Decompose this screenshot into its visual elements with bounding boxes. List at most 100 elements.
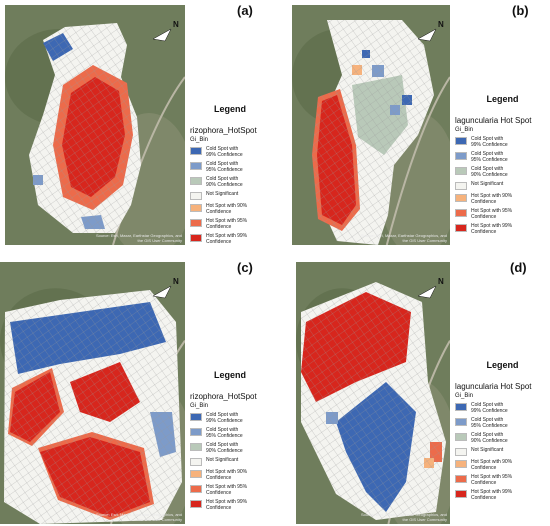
legend-swatch [455,152,467,160]
legend-item: Cold Spot with 95% Confidence [190,427,270,439]
legend-swatch [190,147,202,155]
legend-label: Hot Spot with 90% Confidence [206,469,248,481]
legend-label: Hot Spot with 99% Confidence [206,233,248,245]
north-arrow [417,285,437,299]
legend-item: Cold Spot with 95% Confidence [455,417,550,429]
legend-swatch [455,448,467,456]
legend-label: Cold Spot with 90% Confidence [206,176,243,188]
legend-swatch [455,433,467,441]
legend-swatch [190,234,202,242]
attribution: Source: Esri, Maxar, Earthstar Geographi… [360,512,447,522]
legend-item: Hot Spot with 90% Confidence [455,459,550,471]
legend-label: Not Significant [206,191,239,197]
legend-label: Hot Spot with 90% Confidence [206,203,248,215]
legend-item: Hot Spot with 95% Confidence [190,484,270,496]
legend-item: Cold Spot with 90% Confidence [190,442,270,454]
map: N [5,5,185,245]
legend-item: Cold Spot with 90% Confidence [455,432,550,444]
legend-label: Cold Spot with 90% Confidence [206,442,243,454]
legend-swatch [190,485,202,493]
legend: Legend rizophora_HotSpot Gi_Bin Cold Spot w… [190,104,270,248]
north-label: N [173,277,179,286]
legend-item: Hot Spot with 95% Confidence [190,218,270,230]
legend-swatch [190,428,202,436]
north-arrow [152,28,172,42]
legend-title: laguncularia Hot Spot [455,116,532,125]
legend-swatch [190,443,202,451]
legend-heading: Legend [213,370,246,380]
north-arrow [417,28,437,42]
legend-title: rizophora_HotSpot [190,392,257,401]
legend-heading: Legend [486,94,519,104]
map: N [292,5,450,245]
legend-item: Cold Spot with 99% Confidence [455,402,550,414]
legend-item: Not Significant [455,447,550,456]
legend-label: Hot Spot with 95% Confidence [206,218,248,230]
legend-item: Hot Spot with 99% Confidence [190,499,270,511]
panel-label: (b) [512,3,529,18]
map: N [0,262,185,524]
legend-item: Not Significant [190,457,270,466]
legend-label: Hot Spot with 95% Confidence [471,208,513,220]
legend-field: Gi_Bin [455,127,474,133]
legend-swatch [455,224,467,232]
panel-label: (a) [237,3,253,18]
legend-swatch [455,418,467,426]
legend-label: Cold Spot with 95% Confidence [471,151,508,163]
legend-item: Cold Spot with 90% Confidence [455,166,550,178]
legend-label: Cold Spot with 90% Confidence [471,166,508,178]
attribution: Source: Esri, Maxar, Earthstar Geographi… [95,512,182,522]
legend-swatch [455,403,467,411]
legend-item: Cold Spot with 95% Confidence [190,161,270,173]
legend-swatch [190,192,202,200]
legend-item: Cold Spot with 90% Confidence [190,176,270,188]
legend-item: Not Significant [455,181,550,190]
legend-item: Hot Spot with 99% Confidence [190,233,270,245]
legend-item: Hot Spot with 90% Confidence [190,469,270,481]
legend-item: Cold Spot with 95% Confidence [455,151,550,163]
legend-label: Cold Spot with 90% Confidence [471,432,508,444]
legend-swatch [455,137,467,145]
legend-swatch [455,194,467,202]
legend-label: Hot Spot with 90% Confidence [471,193,513,205]
legend-label: Cold Spot with 99% Confidence [471,136,508,148]
legend-swatch [190,219,202,227]
legend-label: Hot Spot with 95% Confidence [471,474,513,486]
legend: Legend laguncularia Hot Spot Gi_Bin Cold Sp… [455,360,550,504]
north-label: N [173,20,179,29]
legend-label: Hot Spot with 99% Confidence [471,489,513,501]
north-label: N [438,277,444,286]
legend-item: Hot Spot with 95% Confidence [455,208,550,220]
legend-swatch [455,209,467,217]
legend-swatch [455,182,467,190]
legend-item: Hot Spot with 99% Confidence [455,223,550,235]
legend-label: Cold Spot with 95% Confidence [206,161,243,173]
legend-label: Cold Spot with 99% Confidence [206,412,243,424]
legend-swatch [190,413,202,421]
legend-label: Not Significant [471,447,504,453]
legend-label: Hot Spot with 99% Confidence [206,499,248,511]
road [385,76,450,245]
legend-swatch [455,475,467,483]
legend-item: Cold Spot with 99% Confidence [190,412,270,424]
legend-item: Hot Spot with 95% Confidence [455,474,550,486]
attribution: Source: Esri, Maxar, Earthstar Geographi… [95,233,182,243]
legend-label: Cold Spot with 95% Confidence [471,417,508,429]
legend-heading: Legend [486,360,519,370]
panel-label: (c) [237,260,253,275]
legend-swatch [455,167,467,175]
legend-field: Gi_Bin [190,137,209,143]
legend-label: Cold Spot with 99% Confidence [471,402,508,414]
panel-label: (d) [510,260,527,275]
legend-label: Hot Spot with 90% Confidence [471,459,513,471]
legend-label: Hot Spot with 95% Confidence [206,484,248,496]
legend-label: Not Significant [206,457,239,463]
legend-swatch [190,458,202,466]
legend-label: Cold Spot with 95% Confidence [206,427,243,439]
legend-item: Hot Spot with 99% Confidence [455,489,550,501]
legend-swatch [190,500,202,508]
legend-item: Hot Spot with 90% Confidence [455,193,550,205]
legend-heading: Legend [213,104,246,114]
legend-item: Not Significant [190,191,270,200]
north-label: N [438,20,444,29]
